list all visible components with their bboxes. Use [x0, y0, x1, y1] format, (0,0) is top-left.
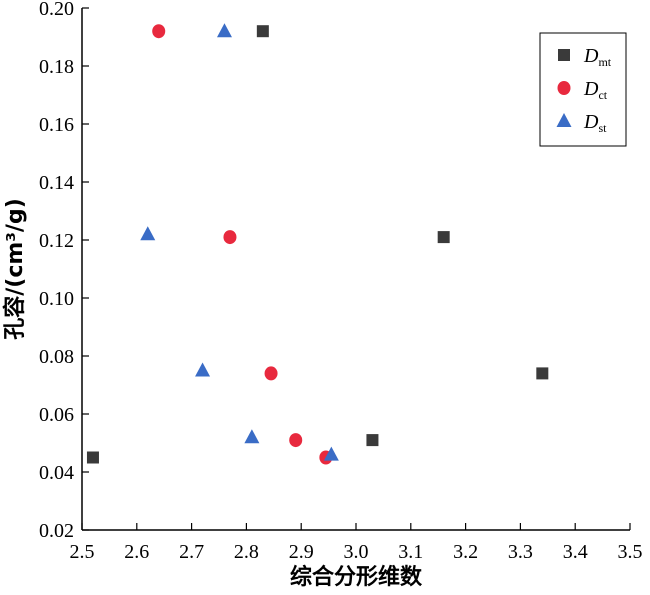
y-tick-label: 0.18 [39, 56, 74, 78]
data-point-mt [536, 367, 549, 380]
data-point-st [195, 362, 211, 377]
y-tick-label: 0.16 [39, 114, 74, 136]
y-tick-label: 0.02 [39, 520, 74, 542]
y-tick-label: 0.12 [39, 230, 74, 252]
y-tick-label: 0.08 [39, 346, 74, 368]
legend-marker-ct [557, 81, 571, 95]
data-point-mt [366, 434, 379, 447]
legend-series-subscript: st [598, 121, 607, 135]
x-tick-label: 2.8 [234, 541, 259, 563]
data-point-st [244, 429, 260, 444]
x-axis-title: 综合分形维数 [290, 564, 423, 590]
x-tick-label: 2.9 [289, 541, 314, 563]
x-tick-label: 2.5 [70, 541, 95, 563]
data-point-st [323, 446, 339, 461]
x-tick-label: 3.1 [398, 541, 423, 563]
data-point-mt [437, 231, 450, 244]
y-tick-label: 0.04 [39, 462, 74, 484]
x-tick-label: 3.3 [508, 541, 533, 563]
data-point-st [140, 226, 156, 241]
legend-box [539, 32, 627, 147]
data-points [86, 23, 549, 465]
legend-series-subscript: mt [598, 55, 611, 69]
data-point-ct [264, 366, 278, 381]
y-tick-label: 0.20 [39, 0, 74, 20]
legend-label-mt: Dmt [583, 45, 612, 69]
y-tick-label: 0.14 [39, 172, 74, 194]
x-tick-label: 3.4 [563, 541, 588, 563]
x-tick-label: 3.0 [344, 541, 369, 563]
legend-label-st: Dst [583, 111, 607, 135]
x-tick-label: 2.6 [124, 541, 149, 563]
data-point-ct [152, 24, 166, 39]
y-tick-label: 0.06 [39, 404, 74, 426]
x-tick-label: 3.2 [453, 541, 478, 563]
legend-series-name: D [583, 111, 599, 133]
legend-marker-st [556, 113, 572, 127]
data-point-ct [289, 433, 303, 448]
data-point-mt [256, 25, 269, 38]
y-axis-title: 孔容/(cm³/g) [2, 198, 28, 340]
data-point-ct [223, 230, 237, 245]
legend-series-name: D [583, 78, 599, 100]
legend-series-name: D [583, 45, 599, 67]
x-tick-label: 3.5 [618, 541, 643, 563]
axes: 2.5 2.6 2.7 2.8 2.9 3.0 3.1 3.2 3.3 3.4 3.5 0.02 0.0… [39, 0, 643, 563]
legend-marker-mt [558, 49, 570, 61]
y-tick-label: 0.10 [39, 288, 74, 310]
data-point-mt [86, 451, 99, 464]
legend-series-subscript: ct [598, 88, 607, 102]
legend-label-ct: Dct [583, 78, 608, 102]
x-tick-label: 2.7 [179, 541, 204, 563]
data-point-st [216, 23, 232, 38]
